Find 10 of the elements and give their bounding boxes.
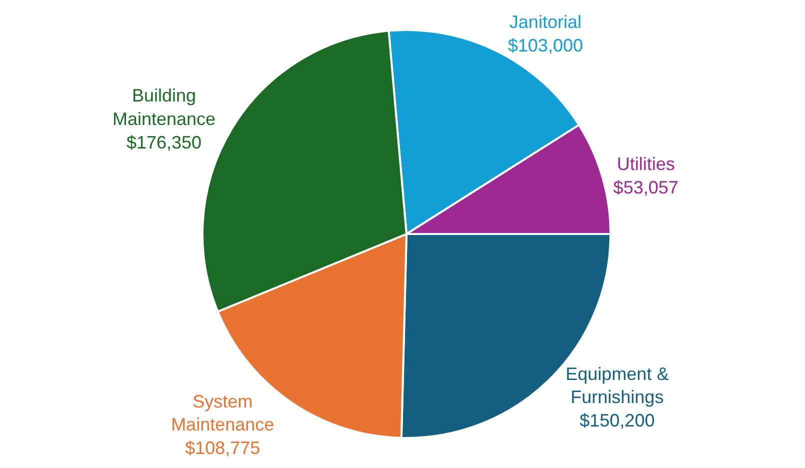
data-label: $108,775: [185, 438, 260, 458]
data-label: $103,000: [508, 35, 583, 56]
slice-label: Utilities: [616, 154, 675, 174]
data-label: $176,350: [126, 132, 202, 152]
slice-label: System Maintenance: [171, 391, 274, 435]
slice-label: Janitorial: [509, 12, 582, 32]
slice-label: Building Maintenance: [112, 86, 216, 129]
data-label: $150,200: [580, 410, 655, 431]
slice-label: Equipment & Furnishings: [566, 364, 669, 408]
data-label: $53,057: [613, 177, 678, 198]
